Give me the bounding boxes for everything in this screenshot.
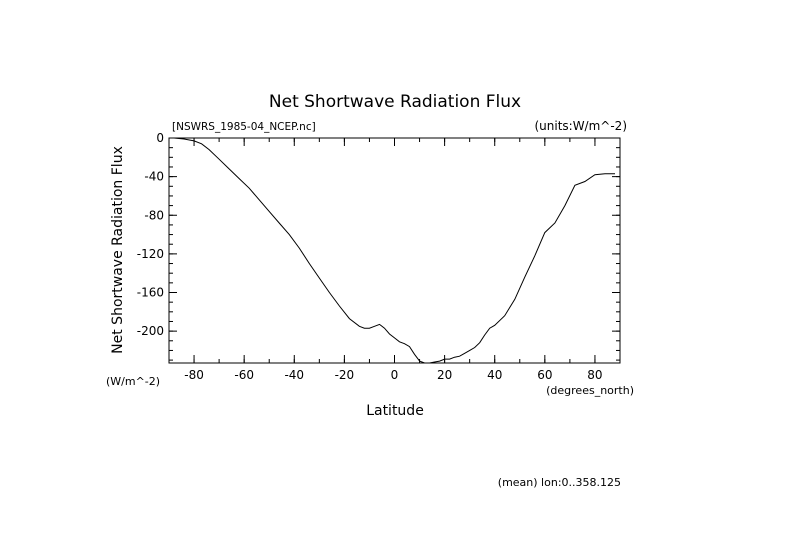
y-axis-ticks: 0 -40 -80 -120 -160 -200 bbox=[137, 131, 620, 361]
y-tick-label: -200 bbox=[137, 324, 164, 338]
units-label: (units:W/m^-2) bbox=[534, 119, 627, 133]
x-tick-label: 20 bbox=[437, 368, 452, 382]
y-axis-units: (W/m^-2) bbox=[106, 375, 160, 388]
x-tick-label: 40 bbox=[487, 368, 502, 382]
y-tick-label: -40 bbox=[144, 170, 164, 184]
plot-frame bbox=[168, 137, 621, 364]
chart-title: Net Shortwave Radiation Flux bbox=[269, 92, 521, 112]
x-tick-label: -20 bbox=[335, 368, 355, 382]
x-axis-label: Latitude bbox=[366, 403, 424, 419]
y-axis-label: Net Shortwave Radiation Flux bbox=[110, 146, 126, 354]
x-tick-label: 60 bbox=[537, 368, 552, 382]
y-tick-label: 0 bbox=[156, 131, 164, 145]
series-layer bbox=[173, 137, 615, 364]
y-tick-label: -80 bbox=[144, 208, 164, 222]
file-label: [NSWRS_1985-04_NCEP.nc] bbox=[172, 121, 316, 133]
y-tick-label: -120 bbox=[137, 247, 164, 261]
footer-note: (mean) lon:0..358.125 bbox=[498, 476, 621, 489]
x-tick-label: 0 bbox=[391, 368, 399, 382]
x-axis-ticks: -80 -60 -40 -20 0 20 40 60 80 bbox=[168, 138, 621, 382]
x-tick-label: 80 bbox=[587, 368, 602, 382]
y-tick-label: -160 bbox=[137, 286, 164, 300]
series-line bbox=[173, 137, 615, 364]
x-tick-label: -60 bbox=[234, 368, 254, 382]
x-axis-units: (degrees_north) bbox=[546, 384, 634, 397]
x-tick-label: -40 bbox=[284, 368, 304, 382]
x-tick-label: -80 bbox=[184, 368, 204, 382]
